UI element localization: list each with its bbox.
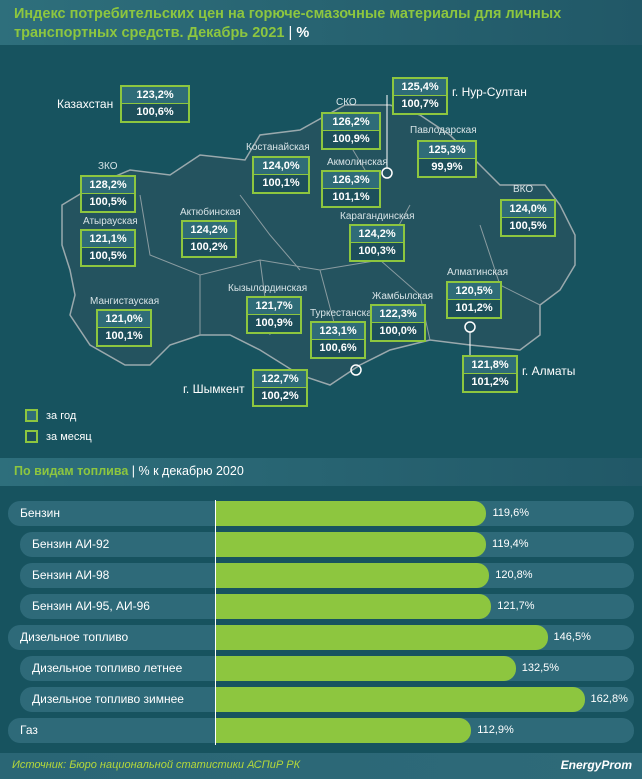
value-label: 162,8% [590,693,628,705]
bar [216,563,490,588]
value-label: 112,9% [477,724,514,736]
bar [216,718,472,743]
value-label: 120,8% [495,569,533,581]
source-text: Источник: Бюро национальной статистики А… [12,759,301,771]
kazakhstan-map: Казахстан 123,2% 100,6% СКО 126,2% 100,9% … [0,45,642,455]
legend-label: за год [46,409,77,422]
region-value-box: 120,5% 101,2% [446,281,502,319]
region-label: Акмолинская [327,157,388,168]
region-label: ВКО [513,184,534,195]
legend-swatch [25,430,38,443]
region-value-box: 121,0% 100,1% [96,309,152,347]
kazakhstan-label: Казахстан [57,97,114,111]
region-label: г. Шымкент [183,382,245,396]
category-label: Дизельное топливо зимнее [32,692,184,706]
bar [216,501,487,526]
region-label: Мангистауская [90,296,160,307]
value-label: 119,4% [492,538,529,550]
region-label: СКО [336,97,357,108]
region-value-box: 124,0% 100,5% [500,199,556,237]
category-label: Бензин АИ-92 [32,537,110,551]
region-value-box: 122,7% 100,2% [252,369,308,407]
region-value-box: 125,4% 100,7% [392,77,448,115]
category-label: Дизельное топливо [20,630,129,644]
region-label: Костанайская [246,142,310,153]
page-title: Индекс потребительских цен на горюче-сма… [0,0,642,45]
legend-label: за месяц [46,430,92,443]
region-label: Актюбинская [180,207,241,218]
region-value-box: 124,2% 100,3% [349,224,405,262]
category-label: Дизельное топливо летнее [32,661,183,675]
region-label: Алматинская [447,267,508,278]
region-value-box: 124,2% 100,2% [181,220,237,258]
value-label: 146,5% [553,631,591,643]
category-label: Бензин АИ-95, АИ-96 [32,599,150,613]
energyprom-logo: EnergyProm [560,758,632,772]
region-label: Атырауская [83,216,138,227]
region-value-box: 123,1% 100,6% [310,321,366,359]
category-label: Газ [20,723,38,737]
region-label: г. Алматы [522,364,576,378]
section-subtitle: По видам топлива | % к декабрю 2020 [0,458,642,486]
region-label: Кызылординская [228,283,308,294]
bar [216,532,487,557]
value-label: 121,7% [497,600,535,612]
value-label: 119,6% [492,507,529,519]
bar [216,687,585,712]
bar [216,625,548,650]
region-value-box: 121,1% 100,5% [80,229,136,267]
legend-year: за год [25,409,76,422]
region-value-box: 121,7% 100,9% [246,296,302,334]
region-label: Туркестанская [310,308,378,319]
region-value-box: 126,2% 100,9% [321,112,381,150]
category-label: Бензин АИ-98 [32,568,110,582]
kazakhstan-value-box: 123,2% 100,6% [120,85,190,123]
region-label: г. Нур-Султан [452,85,527,99]
footer: Источник: Бюро национальной статистики А… [0,753,642,779]
category-label: Бензин [20,506,61,520]
region-value-box: 121,8% 101,2% [462,355,518,393]
bar [216,594,492,619]
bar [216,656,516,681]
region-label: ЗКО [98,161,118,172]
legend-swatch [25,409,38,422]
region-label: Жамбылская [372,291,433,302]
region-label: Карагандинская [340,211,415,222]
region-value-box: 128,2% 100,5% [80,175,136,213]
chart-axis [215,500,216,745]
region-value-box: 126,3% 101,1% [321,170,381,208]
region-label: Павлодарская [410,125,477,136]
region-value-box: 125,3% 99,9% [417,140,477,178]
legend-month: за месяц [25,430,92,443]
region-value-box: 124,0% 100,1% [252,156,310,194]
region-value-box: 122,3% 100,0% [370,304,426,342]
value-label: 132,5% [521,662,560,674]
